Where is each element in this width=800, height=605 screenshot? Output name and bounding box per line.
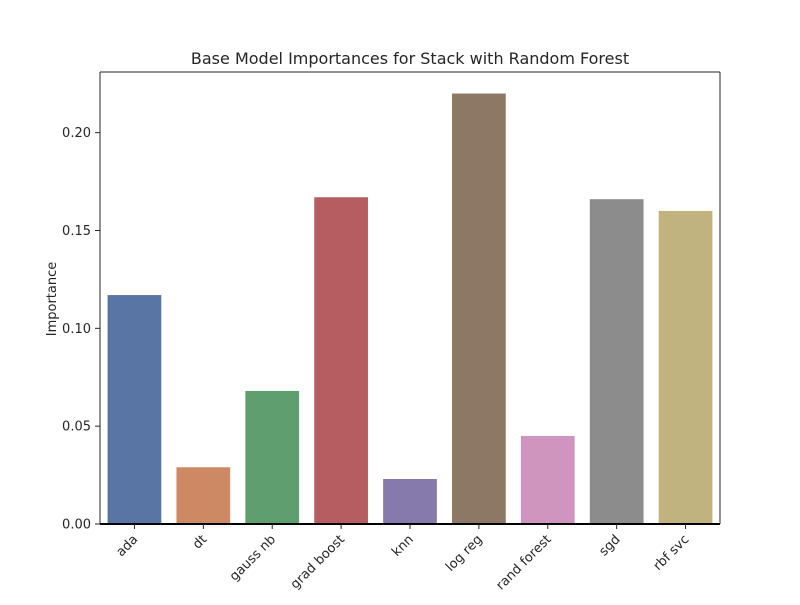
y-tick-label: 0.10: [62, 322, 91, 337]
y-tick-label: 0.00: [62, 518, 91, 533]
bar-grad-boost: [314, 197, 368, 525]
x-tick-label: rand forest: [494, 532, 555, 593]
x-tick-label: grad boost: [288, 532, 348, 592]
bar-log-reg: [452, 93, 506, 525]
x-tick-label: rbf svc: [651, 532, 693, 574]
y-tick-label: 0.20: [62, 126, 91, 141]
x-tick-label: sgd: [596, 532, 623, 559]
bar-dt: [176, 467, 231, 524]
x-tick-label: ada: [114, 532, 142, 560]
y-axis-label: Importance: [45, 262, 60, 337]
y-tick-label: 0.15: [62, 224, 91, 239]
bar-rand-forest: [520, 435, 575, 524]
y-tick-label: 0.05: [62, 420, 91, 435]
bars-layer: [107, 93, 713, 525]
x-tick-label: knn: [389, 532, 417, 560]
bar-rbf-svc: [658, 210, 713, 524]
x-tick-label: gauss nb: [227, 532, 279, 584]
x-tick-label: log reg: [443, 532, 486, 575]
bar-sgd: [589, 199, 644, 524]
x-tick-label: dt: [190, 532, 210, 552]
x-ticks: ada dt gauss nb grad boost knn log reg rand fo…: [114, 524, 693, 593]
bar-gauss-nb: [245, 390, 300, 524]
y-ticks: 0.00 0.05 0.10 0.15 0.20: [62, 126, 100, 533]
bar-ada: [107, 295, 162, 524]
bar-knn: [383, 479, 437, 524]
chart-title: Base Model Importances for Stack with Ra…: [191, 49, 629, 68]
